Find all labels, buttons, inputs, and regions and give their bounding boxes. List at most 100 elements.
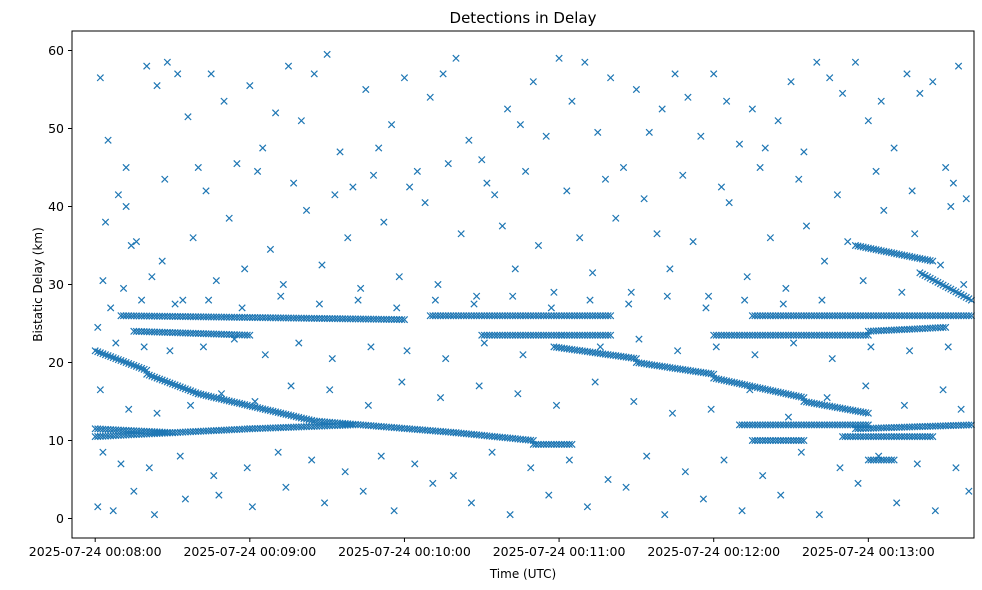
data-point <box>846 421 854 429</box>
data-point <box>501 331 509 339</box>
data-point <box>594 128 602 137</box>
data-point <box>939 323 947 332</box>
data-point <box>632 85 641 94</box>
data-point <box>893 432 901 441</box>
data-point <box>625 300 633 308</box>
data-point <box>434 280 442 289</box>
data-point <box>485 331 494 339</box>
data-point <box>220 97 228 105</box>
data-point <box>828 312 836 320</box>
data-point <box>470 300 478 308</box>
data-point <box>266 245 275 254</box>
data-point <box>942 312 950 320</box>
data-point <box>426 312 434 320</box>
data-point <box>862 331 870 339</box>
data-point <box>375 144 383 152</box>
data-point <box>926 256 934 265</box>
data-point <box>449 471 458 480</box>
data-point <box>898 312 906 320</box>
data-point <box>411 460 419 468</box>
data-point <box>777 421 785 429</box>
data-point <box>308 456 316 464</box>
data-point <box>712 343 720 351</box>
data-point <box>748 312 756 320</box>
data-point <box>764 331 772 339</box>
data-point <box>908 187 916 195</box>
data-point <box>774 331 782 339</box>
data-point <box>534 312 543 320</box>
data-point <box>122 202 130 211</box>
data-point <box>769 421 777 429</box>
data-point <box>527 436 535 444</box>
data-point <box>962 195 970 203</box>
data-point <box>921 432 929 441</box>
data-point <box>539 331 548 339</box>
data-point <box>496 331 504 339</box>
data-point <box>766 331 775 339</box>
data-point <box>483 331 491 339</box>
data-point <box>895 432 903 441</box>
data-point <box>856 331 865 339</box>
data-point <box>161 175 169 183</box>
data-point <box>800 312 808 320</box>
data-point <box>913 312 921 320</box>
data-point <box>346 421 354 429</box>
data-point <box>854 331 862 339</box>
data-point <box>880 312 888 320</box>
data-point <box>885 432 893 441</box>
data-point <box>439 70 447 78</box>
data-point <box>823 421 831 429</box>
y-tick-label: 0 <box>56 511 64 526</box>
data-point <box>101 218 110 226</box>
data-point <box>181 495 190 503</box>
data-point <box>150 510 159 519</box>
data-point <box>560 331 568 339</box>
data-point <box>563 312 571 320</box>
data-point <box>529 331 537 339</box>
data-point <box>715 331 723 339</box>
data-point <box>493 312 501 320</box>
data-point <box>452 312 460 320</box>
data-point <box>769 436 777 445</box>
data-point <box>552 401 561 410</box>
data-point <box>560 440 568 449</box>
data-point <box>854 432 862 441</box>
data-point <box>823 331 831 339</box>
data-point <box>130 487 138 495</box>
data-point <box>779 421 787 429</box>
data-point <box>771 436 780 445</box>
data-point <box>792 331 800 339</box>
data-point <box>606 331 615 339</box>
data-point <box>581 312 589 320</box>
data-point <box>875 312 883 320</box>
data-point <box>521 312 530 320</box>
data-point <box>777 312 785 320</box>
data-point <box>586 312 594 320</box>
data-point <box>434 312 442 320</box>
data-point <box>802 312 811 320</box>
data-point <box>509 292 517 300</box>
data-point <box>810 331 818 339</box>
data-point <box>689 237 697 246</box>
data-point <box>864 432 872 441</box>
data-point <box>552 331 561 339</box>
data-point <box>491 312 499 320</box>
data-point <box>844 237 852 246</box>
data-point <box>529 440 537 449</box>
data-point <box>730 331 738 339</box>
data-point <box>908 432 916 441</box>
data-point <box>890 432 898 441</box>
data-point <box>581 58 589 66</box>
data-point <box>259 144 267 152</box>
data-point <box>606 74 615 82</box>
data-point <box>202 187 210 195</box>
data-point <box>225 214 233 222</box>
data-point <box>174 70 182 78</box>
data-point <box>509 312 517 320</box>
data-point <box>805 421 813 429</box>
data-point <box>934 312 942 320</box>
data-point <box>965 487 973 495</box>
data-point <box>769 331 777 339</box>
data-point <box>828 331 836 339</box>
data-point <box>171 300 179 308</box>
